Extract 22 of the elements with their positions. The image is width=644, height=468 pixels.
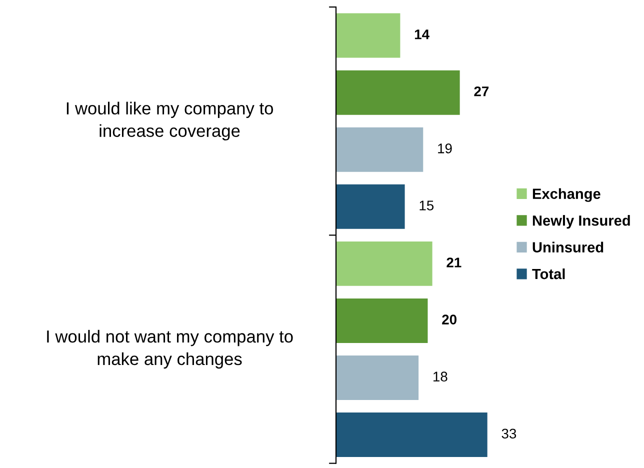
bar <box>336 412 488 458</box>
y-tick-label: I would not want my company to make any changes <box>47 330 293 369</box>
data-label: 15 <box>420 200 434 210</box>
data-label: 21 <box>446 258 462 268</box>
bar <box>336 127 424 172</box>
legend-label: Exchange <box>532 188 600 202</box>
bar <box>336 184 405 229</box>
data-label: 19 <box>438 144 452 154</box>
bar <box>336 13 400 58</box>
bar <box>336 241 432 286</box>
data-label: 14 <box>414 30 430 40</box>
bar <box>336 70 460 115</box>
legend-label: Total <box>532 268 565 280</box>
y-tick-label: I would like my company to increase coverage <box>66 102 274 140</box>
bar <box>336 356 419 400</box>
legend-label: Uninsured <box>532 242 604 252</box>
data-label: 27 <box>474 86 489 96</box>
data-label: 20 <box>442 314 456 324</box>
data-label: 33 <box>502 428 516 439</box>
legend-label: Newly Insured <box>532 215 630 229</box>
bar <box>336 298 428 343</box>
data-label: 18 <box>433 372 448 382</box>
